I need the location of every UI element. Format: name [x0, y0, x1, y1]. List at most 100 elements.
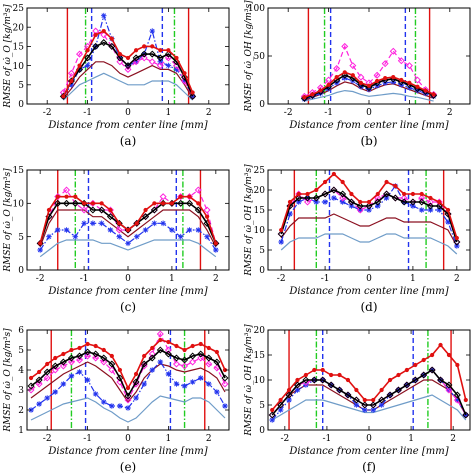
x-tick-label: -1 — [323, 434, 332, 444]
data-point — [197, 350, 205, 358]
data-point — [72, 233, 79, 240]
data-point — [453, 391, 461, 399]
data-point — [420, 371, 428, 379]
data-point — [397, 57, 405, 65]
data-point — [383, 75, 388, 81]
data-point — [132, 54, 140, 62]
data-point — [44, 395, 50, 401]
data-point — [109, 36, 114, 41]
data-point — [278, 239, 284, 245]
data-point — [423, 88, 428, 93]
data-point — [339, 190, 347, 198]
y-tick-label: 2 — [18, 406, 24, 416]
data-point — [358, 80, 364, 85]
data-point — [302, 95, 307, 100]
panel-label: (c) — [120, 300, 136, 314]
data-point — [76, 356, 84, 364]
y-axis-label: RMSE of ω̇_OH [kg/m³s] — [244, 0, 254, 113]
data-point — [386, 391, 394, 399]
data-point — [152, 201, 157, 206]
x-tick-label: 2 — [454, 274, 460, 284]
data-point — [37, 247, 43, 253]
data-point — [77, 63, 82, 68]
data-point — [177, 199, 185, 207]
y-tick-label: 10 — [254, 376, 266, 386]
data-point — [124, 62, 132, 70]
data-point — [269, 417, 276, 423]
data-point — [222, 367, 228, 373]
data-point — [375, 191, 380, 197]
data-point — [314, 187, 319, 193]
data-point — [221, 374, 229, 382]
data-point — [156, 330, 164, 338]
data-point — [405, 62, 413, 70]
data-point — [399, 77, 404, 83]
data-point — [366, 83, 372, 88]
data-point — [174, 343, 179, 349]
data-point — [165, 371, 172, 377]
data-point — [124, 392, 132, 400]
y-tick-label: 5 — [259, 246, 265, 256]
data-point — [435, 202, 443, 210]
panel-label: (a) — [120, 134, 137, 148]
data-point — [402, 191, 407, 197]
data-point — [350, 73, 355, 78]
x-tick-label: -2 — [43, 434, 52, 444]
data-point — [133, 48, 139, 53]
data-point — [99, 201, 104, 206]
data-point — [371, 397, 376, 403]
series-line — [62, 41, 194, 97]
data-point — [354, 387, 359, 393]
data-point — [84, 54, 92, 62]
data-point — [203, 206, 211, 214]
data-point — [296, 191, 301, 197]
data-point — [27, 386, 35, 394]
x-tick-label: 0 — [366, 274, 372, 284]
data-point — [132, 58, 140, 66]
data-point — [463, 397, 468, 403]
data-point — [142, 44, 147, 49]
data-point — [186, 227, 193, 233]
data-point — [189, 92, 197, 100]
data-point — [143, 207, 148, 213]
plot-area — [277, 170, 461, 270]
data-point — [92, 350, 100, 358]
data-point — [403, 381, 411, 389]
data-point — [125, 227, 131, 233]
data-point — [303, 372, 308, 378]
series-line — [62, 13, 194, 97]
data-point — [148, 350, 156, 358]
data-point — [317, 90, 324, 97]
data-point — [64, 194, 69, 199]
data-point — [69, 347, 74, 353]
data-point — [304, 194, 312, 202]
data-point — [63, 227, 70, 233]
data-point — [305, 191, 310, 197]
data-point — [181, 383, 188, 389]
data-point — [108, 366, 116, 374]
data-point — [133, 233, 140, 240]
panel-label: (f) — [362, 460, 376, 474]
data-point — [427, 207, 434, 213]
data-point — [418, 198, 426, 206]
data-point — [124, 396, 132, 404]
data-point — [159, 193, 167, 201]
data-point — [117, 403, 123, 409]
data-point — [194, 206, 202, 214]
y-tick-label: 15 — [13, 166, 25, 176]
data-point — [366, 199, 372, 205]
data-point — [214, 389, 220, 395]
data-point — [304, 198, 312, 206]
y-tick-label: 0 — [259, 426, 265, 436]
data-point — [61, 351, 66, 357]
data-point — [198, 341, 203, 347]
y-axis-label: RMSE of ω̇_O [kg/m³s] — [3, 4, 13, 109]
data-point — [134, 221, 139, 226]
data-point — [287, 211, 293, 217]
data-point — [140, 360, 148, 368]
data-point — [415, 84, 420, 89]
data-point — [45, 361, 50, 367]
data-point — [414, 87, 421, 94]
data-point — [173, 381, 180, 387]
data-point — [430, 352, 435, 358]
